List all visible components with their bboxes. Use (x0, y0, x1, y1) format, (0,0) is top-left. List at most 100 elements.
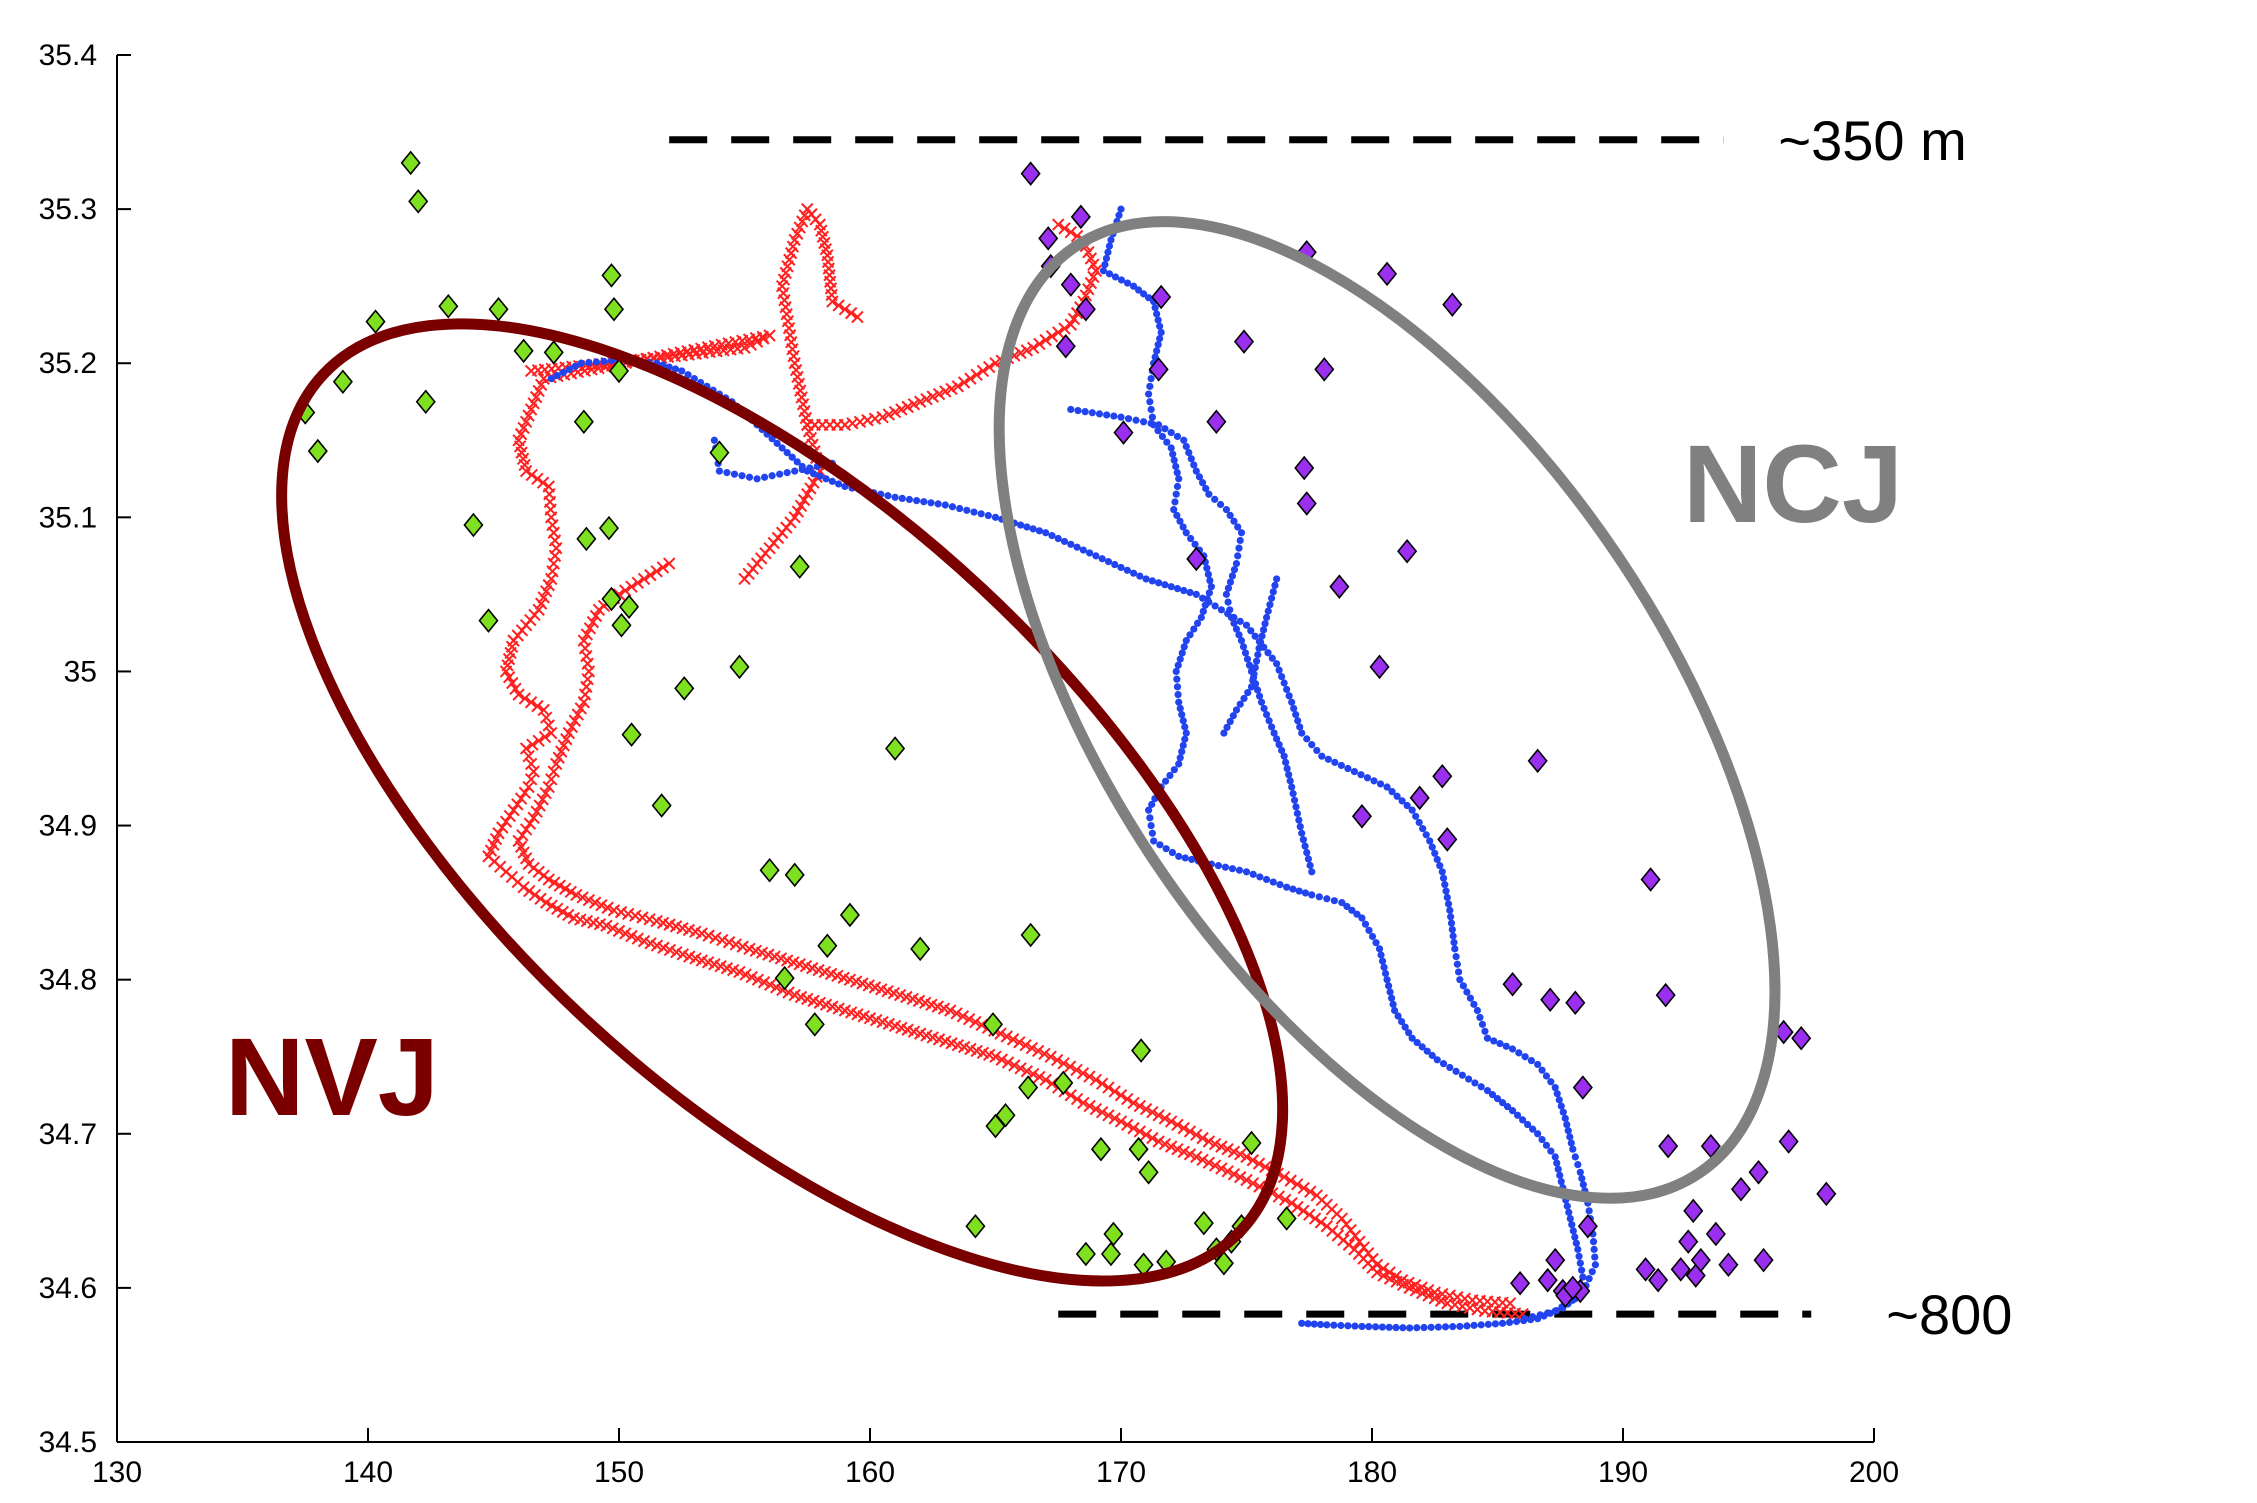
diamond-marker (1296, 491, 1317, 516)
diamond-marker (513, 338, 534, 364)
dot-marker (1569, 1145, 1577, 1153)
dot-marker (1285, 771, 1293, 779)
dot-marker (1054, 534, 1062, 543)
x-marker (644, 568, 657, 582)
dot-marker (1269, 588, 1277, 596)
dot-marker (1088, 409, 1096, 417)
diamond-marker (1241, 1130, 1262, 1156)
dot-marker (1496, 1040, 1504, 1048)
diamond-marker (1562, 1275, 1583, 1301)
dot-marker (1190, 461, 1198, 469)
dot-marker (553, 371, 561, 380)
dot-marker (1280, 752, 1288, 760)
x-marker (939, 385, 952, 398)
dot-marker (1463, 1322, 1471, 1330)
diamond-marker (1053, 1070, 1074, 1096)
diamond-marker (1540, 987, 1561, 1012)
dot-marker (1111, 273, 1120, 281)
dot-marker (1150, 837, 1158, 845)
dot-marker (1079, 546, 1087, 554)
dot-marker (1230, 619, 1238, 627)
dot-marker (1251, 663, 1259, 672)
dot-marker (1574, 1161, 1582, 1169)
dot-marker (1444, 900, 1453, 908)
diamond-marker (1655, 982, 1676, 1008)
y-tick-label: 35 (64, 655, 97, 688)
diamond-marker (885, 736, 906, 761)
x-marker (1277, 1170, 1291, 1184)
dot-marker (1439, 874, 1448, 882)
dot-marker (1117, 276, 1126, 284)
dot-marker (1136, 572, 1144, 580)
dot-marker (1298, 729, 1306, 737)
x-marker (1014, 1062, 1027, 1075)
dot-marker (1591, 1261, 1599, 1269)
dot-marker (1383, 976, 1391, 984)
dot-marker (1146, 398, 1154, 406)
diamond-marker (1690, 1247, 1711, 1273)
diamond-marker (1329, 574, 1350, 599)
diamond-marker (1816, 1181, 1837, 1207)
dot-marker (1179, 717, 1187, 725)
x-marker (571, 708, 585, 721)
dot-marker (1579, 1273, 1587, 1281)
x-marker (530, 805, 543, 818)
diamond-marker (1369, 654, 1390, 680)
dot-marker (1412, 812, 1420, 820)
dot-marker (1413, 1038, 1421, 1047)
dot-marker (1484, 1320, 1492, 1328)
dot-marker (1105, 270, 1114, 278)
x-marker (536, 476, 550, 489)
dot-marker (1578, 1174, 1586, 1183)
diamond-marker (1409, 785, 1430, 811)
dot-marker (1235, 866, 1244, 874)
dot-marker (1378, 957, 1387, 965)
dot-marker (1242, 621, 1251, 629)
x-marker (1070, 1063, 1083, 1077)
dot-marker (1102, 254, 1111, 263)
x-marker (545, 773, 558, 786)
x-marker (656, 561, 670, 574)
dot-marker (1313, 746, 1321, 755)
x-marker (1215, 1140, 1228, 1153)
dot-marker (1555, 1096, 1563, 1104)
diamond-marker (709, 440, 730, 465)
dot-marker (1146, 382, 1154, 390)
dot-marker (1503, 1103, 1512, 1111)
x-marker (570, 888, 583, 902)
x-marker (709, 931, 722, 945)
x-marker (1383, 1266, 1396, 1279)
dot-marker (1232, 625, 1241, 633)
x-marker (1064, 318, 1078, 331)
dot-marker (1476, 1013, 1484, 1022)
dot-marker (1216, 500, 1225, 509)
dot-marker (1268, 594, 1276, 602)
dot-marker (1308, 741, 1316, 749)
dot-marker (1452, 1067, 1460, 1075)
dot-marker (1265, 717, 1273, 725)
dot-marker (991, 513, 1000, 521)
diamond-marker (601, 263, 622, 288)
dot-marker (1384, 982, 1393, 990)
dot-marker (1551, 1307, 1559, 1315)
x-marker (944, 1004, 957, 1017)
dot-marker (1042, 529, 1050, 537)
dot-marker (1375, 945, 1384, 953)
dot-marker (1172, 490, 1180, 498)
dot-marker (1185, 449, 1193, 457)
x-marker (1164, 1140, 1178, 1153)
dot-marker (1292, 710, 1300, 719)
dot-marker (1226, 511, 1234, 520)
y-tick-label: 34.7 (39, 1118, 97, 1151)
y-tick-label: 35.2 (39, 347, 97, 380)
dot-marker (1278, 672, 1286, 681)
dot-marker (1162, 845, 1170, 853)
dot-marker (1452, 952, 1460, 961)
x-tick-label: 200 (1849, 1456, 1899, 1489)
dot-marker (1139, 290, 1148, 298)
dot-marker (1399, 1324, 1407, 1332)
x-marker (804, 482, 817, 495)
dot-marker (1255, 644, 1263, 652)
dot-marker (1123, 279, 1132, 287)
dot-marker (1214, 862, 1222, 870)
